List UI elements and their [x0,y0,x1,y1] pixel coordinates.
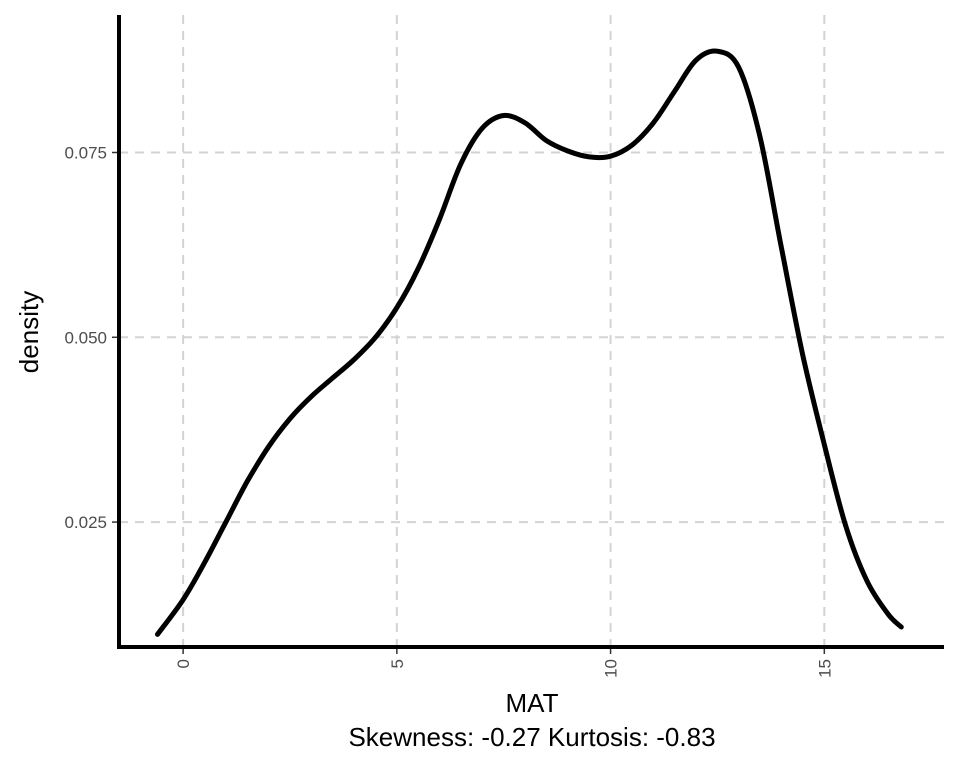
ticks: 0 5 10 15 0.025 0.050 0.075 [64,143,834,677]
y-axis-title: density [14,291,44,373]
y-tick-label: 0.050 [64,328,107,347]
stats-caption: Skewness: -0.27 Kurtosis: -0.83 [348,722,715,752]
x-tick-label: 10 [602,659,621,678]
x-tick-label: 0 [174,659,193,668]
y-tick-label: 0.025 [64,513,107,532]
density-curve [155,48,904,637]
y-tick-label: 0.075 [64,143,107,162]
x-axis-title: MAT [506,688,559,718]
x-tick-label: 15 [815,659,834,678]
x-tick-label: 5 [388,659,407,668]
grid [119,15,944,647]
